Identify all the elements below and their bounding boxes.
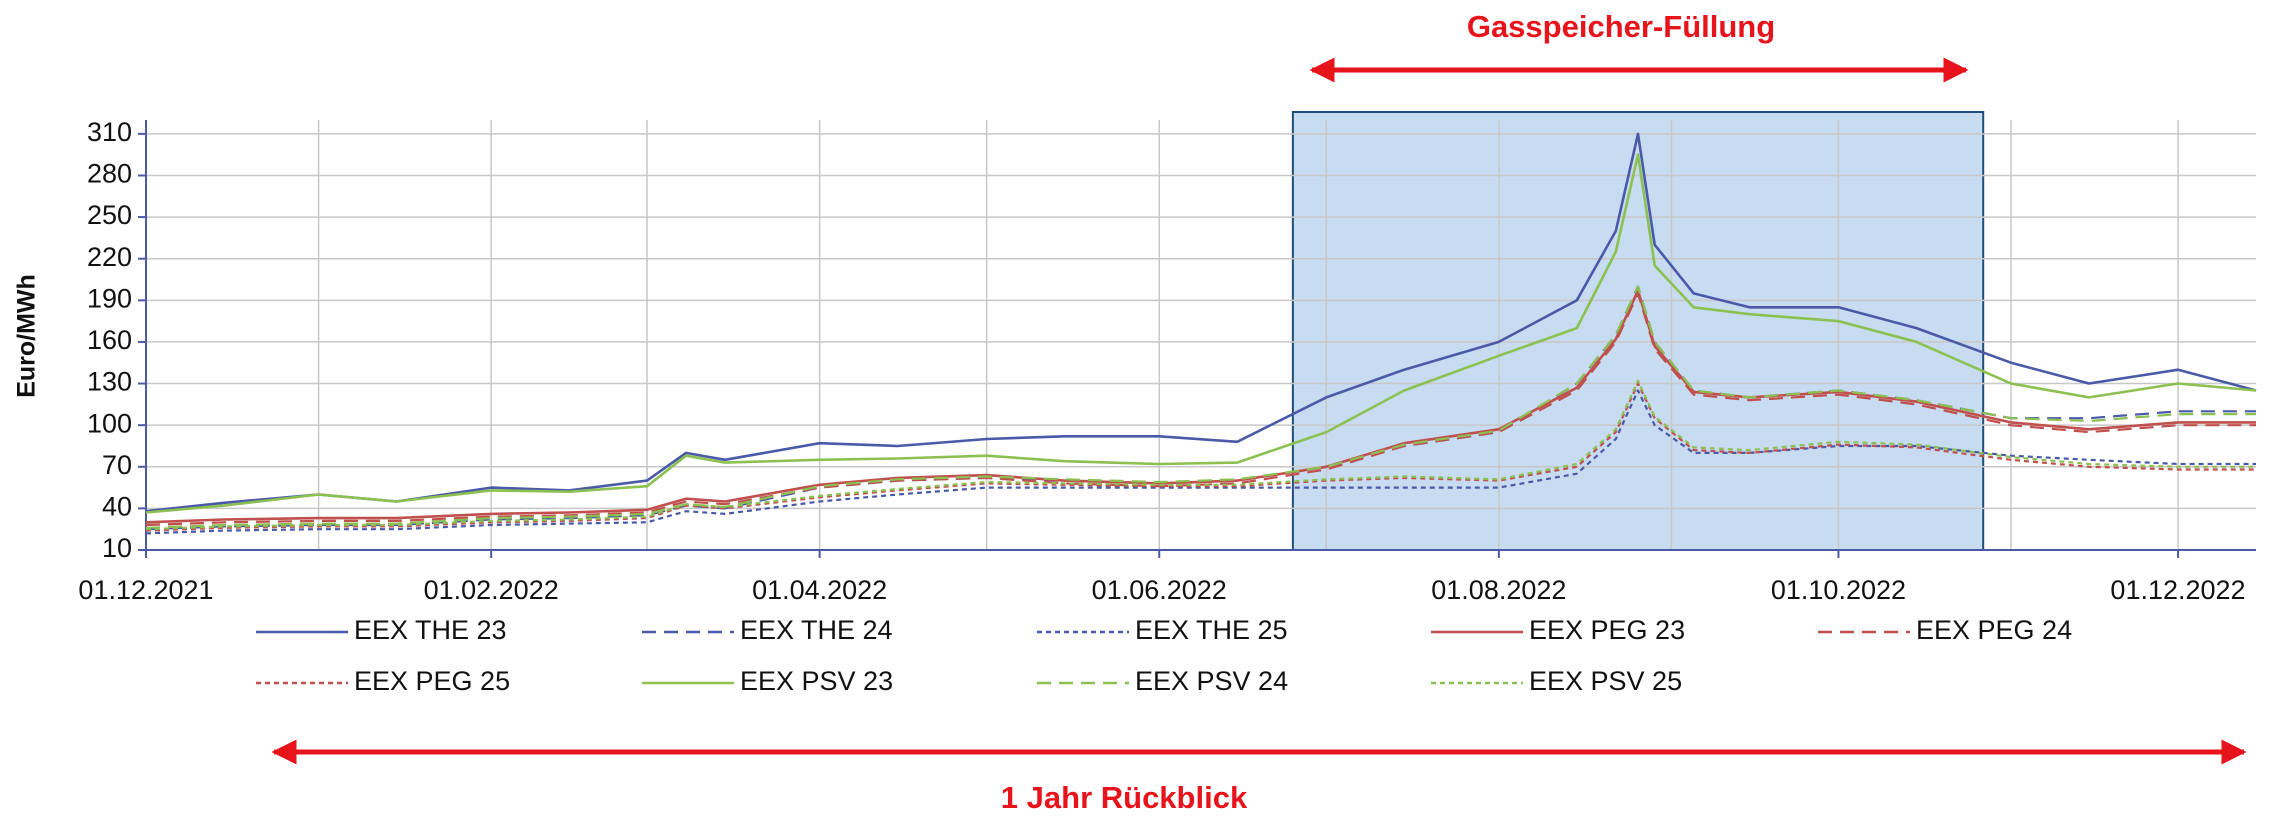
x-tick-label: 01.12.2022 [2110, 575, 2245, 605]
legend-label: EEX PEG 25 [354, 666, 510, 696]
y-tick-label: 310 [87, 117, 132, 147]
y-tick-label: 220 [87, 242, 132, 272]
x-tick-label: 01.06.2022 [1092, 575, 1227, 605]
x-tick-label: 01.08.2022 [1431, 575, 1566, 605]
x-tick-label: 01.12.2021 [78, 575, 213, 605]
legend-label: EEX PSV 24 [1135, 666, 1288, 696]
highlight-box [1291, 111, 1985, 551]
series-line [145, 285, 2256, 531]
span-annotation: 1 Jahr Rückblick [1001, 780, 1248, 815]
legend-label: EEX PEG 24 [1916, 615, 2072, 645]
legend-label: EEX PEG 23 [1529, 615, 1685, 645]
y-tick-label: 100 [87, 408, 132, 438]
series-line [145, 389, 2256, 535]
x-tick-label: 01.04.2022 [752, 575, 887, 605]
x-tick-label: 01.02.2022 [424, 575, 559, 605]
y-tick-label: 160 [87, 325, 132, 355]
series-line [145, 153, 2257, 514]
y-tick-label: 130 [87, 367, 132, 397]
y-tick-label: 10 [102, 533, 132, 563]
legend-label: EEX THE 25 [1135, 615, 1288, 645]
legend-label: EEX PSV 25 [1529, 666, 1682, 696]
legend-label: EEX THE 23 [354, 615, 507, 645]
y-tick-label: 40 [102, 492, 132, 522]
series-line [145, 132, 2257, 513]
legend-label: EEX PSV 23 [740, 666, 893, 696]
background-layer [138, 111, 2256, 558]
y-tick-label: 190 [87, 283, 132, 313]
lines-layer [145, 132, 2257, 535]
y-tick-label: 70 [102, 450, 132, 480]
highlight-label: Gasspeicher-Füllung [1467, 9, 1775, 44]
y-axis-label: Euro/MWh [13, 274, 41, 398]
legend-label: EEX THE 24 [740, 615, 893, 645]
y-tick-label: 280 [87, 159, 132, 189]
y-tick-label: 250 [87, 200, 132, 230]
series-line [145, 289, 2256, 524]
x-tick-label: 01.10.2022 [1771, 575, 1906, 605]
